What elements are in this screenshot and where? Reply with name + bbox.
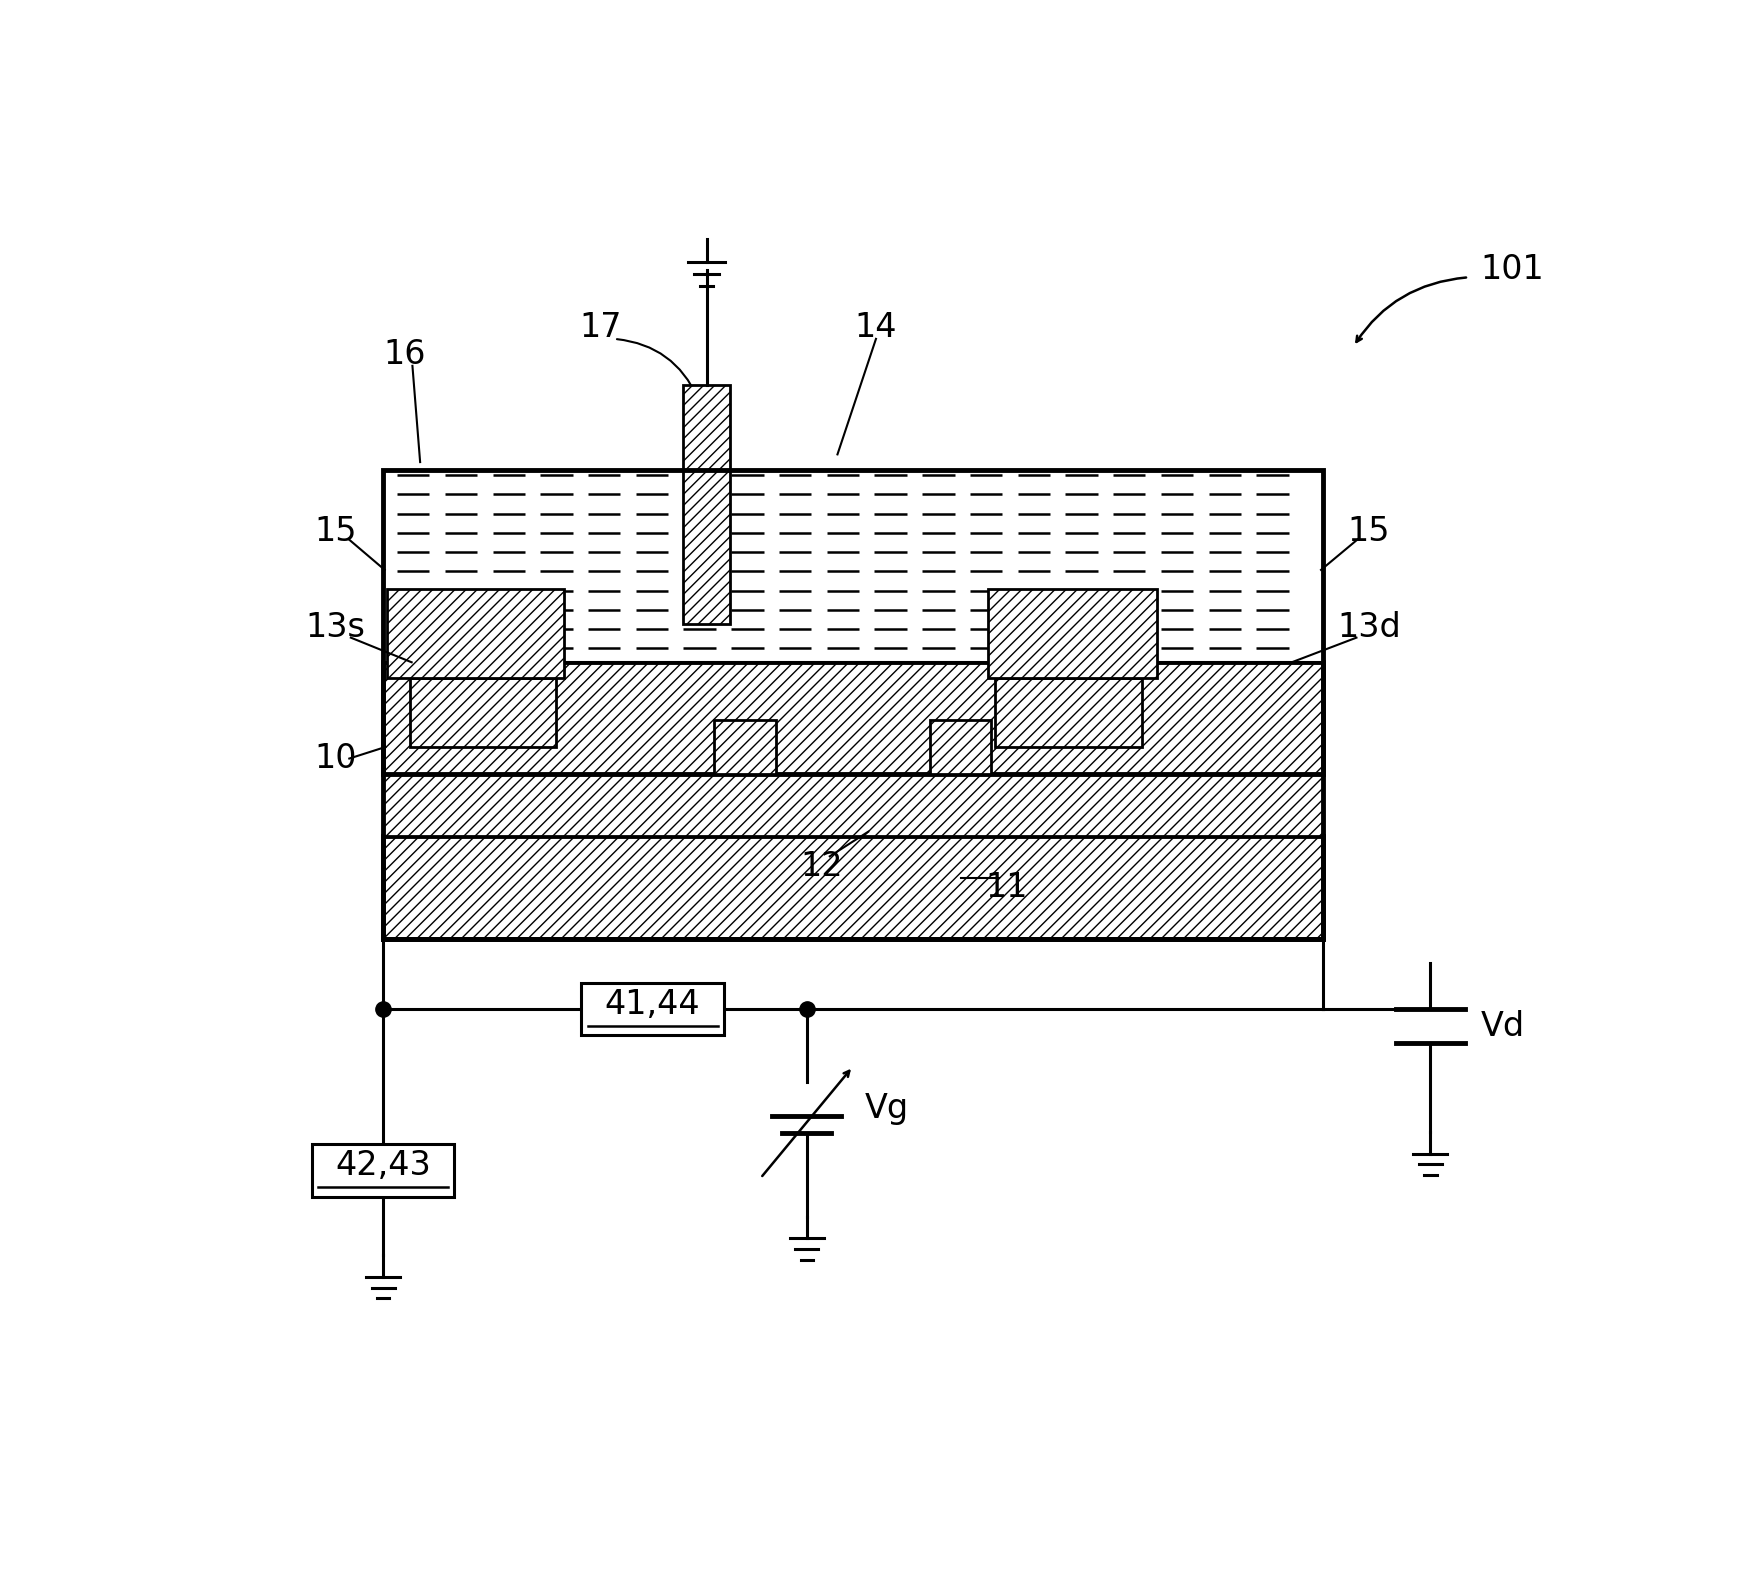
Bar: [384, 470, 1322, 939]
Bar: [384, 774, 1322, 836]
Text: Vd: Vd: [1480, 1009, 1525, 1043]
Text: 15: 15: [1348, 514, 1390, 548]
Text: 41,44: 41,44: [604, 987, 700, 1020]
Bar: [384, 836, 1322, 939]
Bar: [387, 589, 565, 678]
Text: 11: 11: [985, 871, 1028, 904]
Text: Vg: Vg: [865, 1092, 908, 1126]
Text: 13s: 13s: [306, 611, 365, 645]
Bar: [929, 720, 992, 774]
Bar: [582, 982, 724, 1035]
Text: 13d: 13d: [1337, 611, 1400, 645]
Bar: [313, 1145, 455, 1197]
Bar: [988, 589, 1157, 678]
Text: 17: 17: [578, 310, 622, 344]
Text: 12: 12: [801, 850, 844, 884]
Text: 42,43: 42,43: [335, 1149, 431, 1183]
Bar: [410, 678, 556, 747]
Text: 15: 15: [314, 514, 356, 548]
Bar: [683, 385, 730, 624]
Bar: [384, 470, 1322, 662]
Text: 14: 14: [855, 310, 898, 344]
Text: 16: 16: [384, 338, 426, 371]
Bar: [714, 720, 776, 774]
Bar: [995, 678, 1141, 747]
Bar: [384, 662, 1322, 774]
Text: 101: 101: [1480, 253, 1544, 287]
Text: 10: 10: [314, 742, 356, 775]
